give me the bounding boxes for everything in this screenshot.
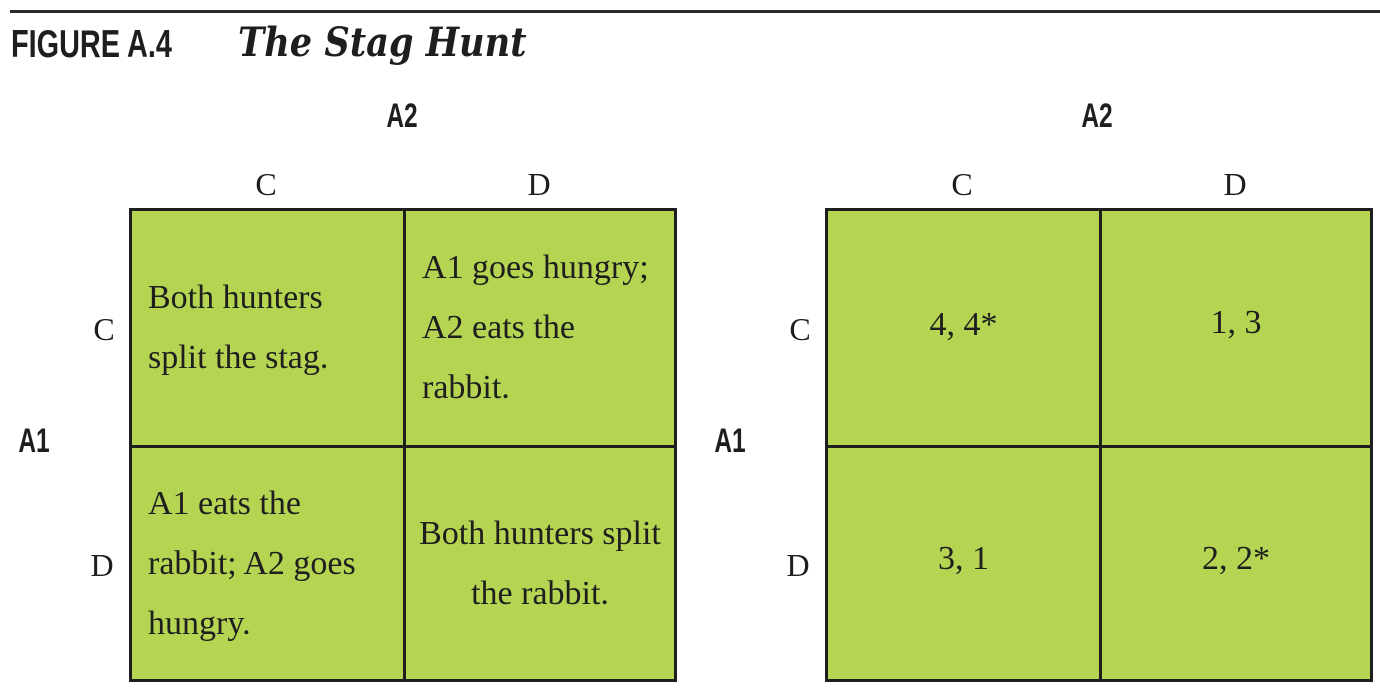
left-column-strategy-d: D: [527, 166, 551, 202]
outcome-text-cd: A1 goes hungry; A2 eats the rabbit.: [422, 249, 649, 406]
left-outcome-matrix: Both hunters split the stag. A1 goes hun…: [129, 208, 677, 682]
figure-title: The Stag Hunt: [238, 19, 527, 66]
payoff-cell-cd: 1, 3: [1102, 211, 1370, 445]
payoff-cell-dc: 3, 1: [828, 448, 1099, 679]
outcome-cell-dc: A1 eats the rabbit; A2 goes hungry.: [132, 448, 403, 679]
right-row-strategy-d: D: [786, 547, 810, 583]
left-column-player-label: A2: [386, 97, 418, 135]
left-column-strategy-c: C: [255, 166, 277, 202]
outcome-cell-cc: Both hunters split the stag.: [132, 211, 403, 445]
left-row-strategy-d: D: [90, 547, 114, 583]
matrix-divider-horizontal: [828, 445, 1370, 448]
outcome-text-dd: Both hunters split the rabbit.: [419, 514, 661, 612]
right-row-player-label: A1: [714, 422, 746, 460]
payoff-dd: 2, 2*: [1202, 539, 1270, 577]
right-column-strategy-d: D: [1223, 166, 1247, 202]
outcome-text-cc: Both hunters split the stag.: [148, 279, 329, 376]
figure-label: FIGURE A.4: [11, 23, 172, 66]
payoff-dc: 3, 1: [938, 539, 989, 577]
right-column-player-label: A2: [1081, 97, 1113, 135]
outcome-cell-cd: A1 goes hungry; A2 eats the rabbit.: [406, 211, 674, 445]
left-row-player-label: A1: [18, 422, 50, 460]
payoff-cc: 4, 4*: [929, 306, 998, 343]
payoff-cell-dd: 2, 2*: [1102, 448, 1370, 679]
matrix-divider-horizontal: [132, 445, 674, 448]
top-rule: [10, 10, 1380, 13]
outcome-cell-dd: Both hunters split the rabbit.: [406, 448, 674, 679]
right-column-strategy-c: C: [951, 166, 973, 202]
outcome-text-dc: A1 eats the rabbit; A2 goes hungry.: [148, 484, 356, 642]
right-row-strategy-c: C: [789, 311, 811, 347]
payoff-cd: 1, 3: [1210, 304, 1262, 341]
left-row-strategy-c: C: [93, 311, 115, 347]
payoff-cell-cc: 4, 4*: [828, 211, 1099, 445]
right-payoff-matrix: 4, 4* 1, 3 3, 1 2, 2*: [825, 208, 1373, 682]
